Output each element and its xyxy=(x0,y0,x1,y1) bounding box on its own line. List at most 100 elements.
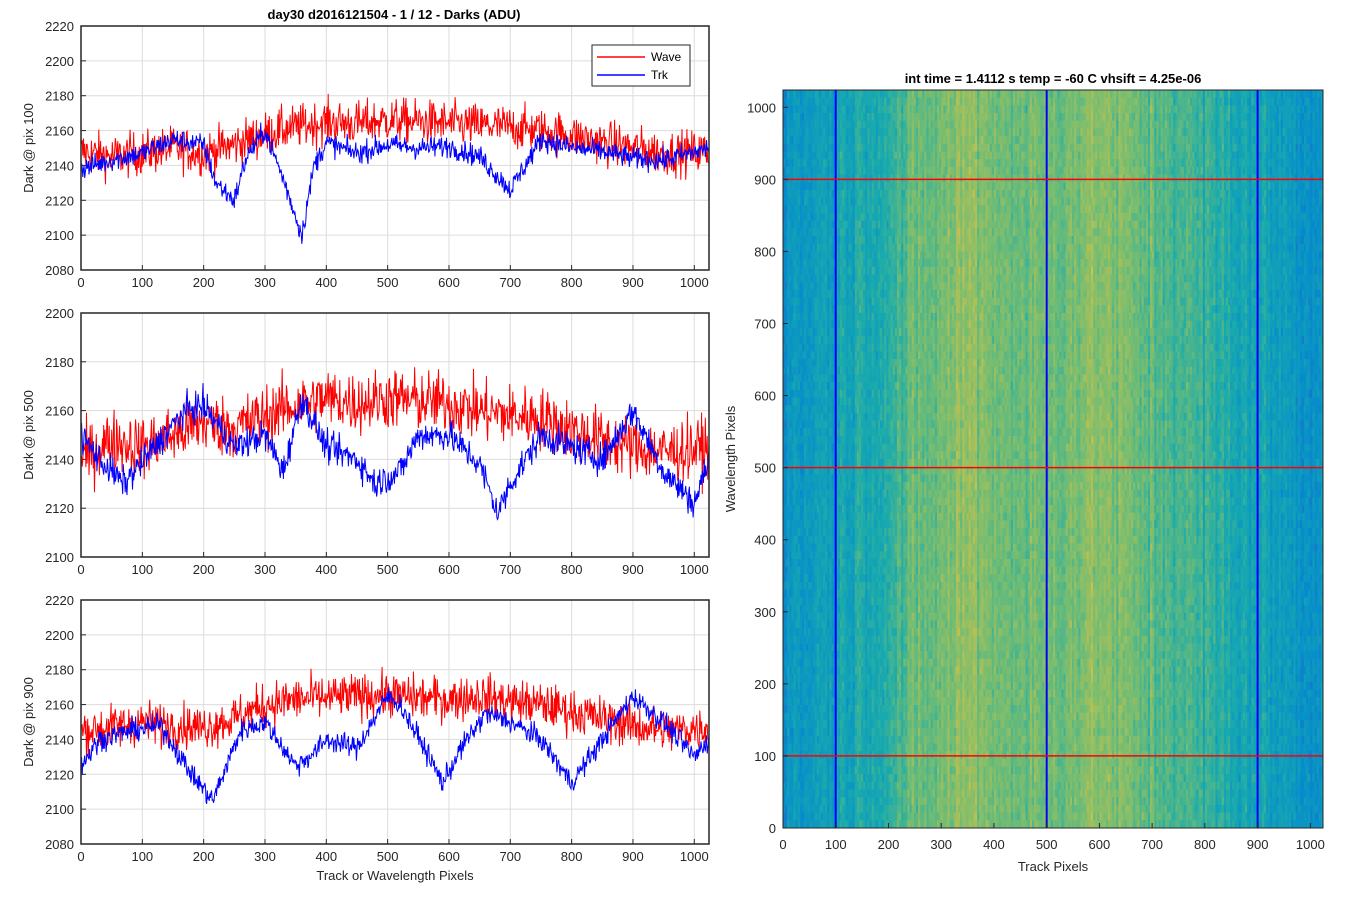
heatmap-cell xyxy=(1263,159,1267,168)
heatmap-cell xyxy=(1204,128,1208,137)
heatmap-cell xyxy=(787,97,790,106)
heatmap-cell xyxy=(1244,182,1248,191)
heatmap-cell xyxy=(1306,151,1309,160)
heatmap-cell xyxy=(1031,128,1035,137)
heatmap-cell xyxy=(880,105,883,114)
heatmap-cell xyxy=(1065,105,1069,114)
heatmap-cell xyxy=(901,90,904,99)
heatmap-cell xyxy=(1308,97,1311,106)
heatmap-cell xyxy=(1179,182,1183,191)
heatmap-cell xyxy=(1093,174,1096,183)
heatmap-cell xyxy=(1171,166,1174,175)
heatmap-cell xyxy=(1223,97,1227,106)
heatmap-cell xyxy=(1162,136,1166,145)
heatmap-cell xyxy=(877,113,881,122)
heatmap-cell xyxy=(1310,105,1313,114)
heatmap-cell xyxy=(1293,159,1296,168)
heatmap-cell xyxy=(1071,159,1075,168)
heatmap-cell xyxy=(823,143,826,152)
heatmap-cell xyxy=(1285,128,1288,137)
heatmap-cell xyxy=(1034,128,1037,137)
heatmap-cell xyxy=(846,113,849,122)
heatmap-cell xyxy=(924,113,927,122)
heatmap-cell xyxy=(932,113,936,122)
heatmap-cell xyxy=(918,128,921,137)
heatmap-cell xyxy=(1310,136,1313,145)
heatmap-cell xyxy=(1097,174,1100,183)
heatmap-cell xyxy=(1261,143,1265,152)
heatmap-cell xyxy=(1038,166,1041,175)
heatmap-cell xyxy=(998,159,1001,168)
heatmap-cell xyxy=(1034,105,1037,114)
heatmap-cell xyxy=(924,128,927,137)
heatmap-cell xyxy=(1128,151,1132,160)
heatmap-cell xyxy=(810,90,813,99)
heatmap-cell xyxy=(1050,182,1054,191)
heatmap-cell xyxy=(1171,105,1174,114)
heatmap-cell xyxy=(1268,143,1271,152)
heatmap-cell xyxy=(1185,105,1189,114)
heatmap-cell xyxy=(964,105,967,114)
heatmap-cell xyxy=(804,151,807,160)
heatmap-cell xyxy=(899,174,902,183)
heatmap-cell xyxy=(799,143,803,152)
heatmap-cell xyxy=(850,128,854,137)
heatmap-cell xyxy=(827,189,830,199)
heatmap-cell xyxy=(1162,166,1166,175)
heatmap-cell xyxy=(1124,128,1128,137)
heatmap-cell xyxy=(922,113,925,122)
heatmap-cell xyxy=(1304,182,1307,191)
heatmap-cell xyxy=(985,120,989,129)
heatmap-cell xyxy=(1278,143,1282,152)
heatmap-cell xyxy=(1297,182,1301,191)
heatmap-cell xyxy=(842,113,845,122)
heatmap-cell xyxy=(1247,120,1250,129)
heatmap-cell xyxy=(816,105,820,114)
heatmap-cell xyxy=(911,166,915,175)
heatmap-cell xyxy=(1107,128,1111,137)
x-tick-label: 400 xyxy=(315,562,337,577)
heatmap-cell xyxy=(1019,105,1022,114)
heatmap-cell xyxy=(816,143,820,152)
heatmap-cell xyxy=(1272,90,1275,99)
heatmap-cell xyxy=(1019,151,1022,160)
heatmap-cell xyxy=(1310,182,1313,191)
heatmap-cell xyxy=(844,166,847,175)
heatmap-cell xyxy=(909,90,913,99)
heatmap-cell xyxy=(1088,90,1092,99)
heatmap-cell xyxy=(993,105,997,114)
heatmap-cell xyxy=(1147,128,1151,137)
heatmap-cell xyxy=(1293,143,1296,152)
heatmap-cell xyxy=(875,136,879,145)
heatmap-cell xyxy=(1196,174,1199,183)
heatmap-cell xyxy=(1126,143,1130,152)
heatmap-cell xyxy=(886,151,889,160)
y-tick-label: 2180 xyxy=(45,89,74,104)
heatmap-cell xyxy=(1154,151,1157,160)
heatmap-cell xyxy=(1103,182,1107,191)
heatmap-cell xyxy=(1086,136,1090,145)
heatmap-cell xyxy=(1242,128,1246,137)
heatmap-cell xyxy=(1211,113,1214,122)
heatmap-cell xyxy=(972,159,976,168)
heatmap-cell xyxy=(1128,113,1132,122)
heatmap-cell xyxy=(1314,128,1318,137)
heatmap-cell xyxy=(801,189,805,199)
heatmap-cell xyxy=(1036,120,1039,129)
heatmap-cell xyxy=(867,159,870,168)
heatmap-cell xyxy=(922,97,925,106)
heatmap-cell xyxy=(1008,120,1012,129)
heatmap-cell xyxy=(1000,166,1003,175)
heatmap-cell xyxy=(1004,136,1007,145)
heatmap-cell xyxy=(926,97,929,106)
heatmap-cell xyxy=(787,151,790,160)
heatmap-cell xyxy=(960,151,963,160)
heatmap-cell xyxy=(1242,166,1246,175)
heatmap-cell xyxy=(909,174,913,183)
heatmap-cell xyxy=(791,120,794,129)
heatmap-cell xyxy=(985,166,989,175)
heatmap-cell xyxy=(899,128,902,137)
heatmap-cell xyxy=(806,189,809,199)
heatmap-cell xyxy=(1320,136,1324,145)
heatmap-cell xyxy=(1109,166,1113,175)
